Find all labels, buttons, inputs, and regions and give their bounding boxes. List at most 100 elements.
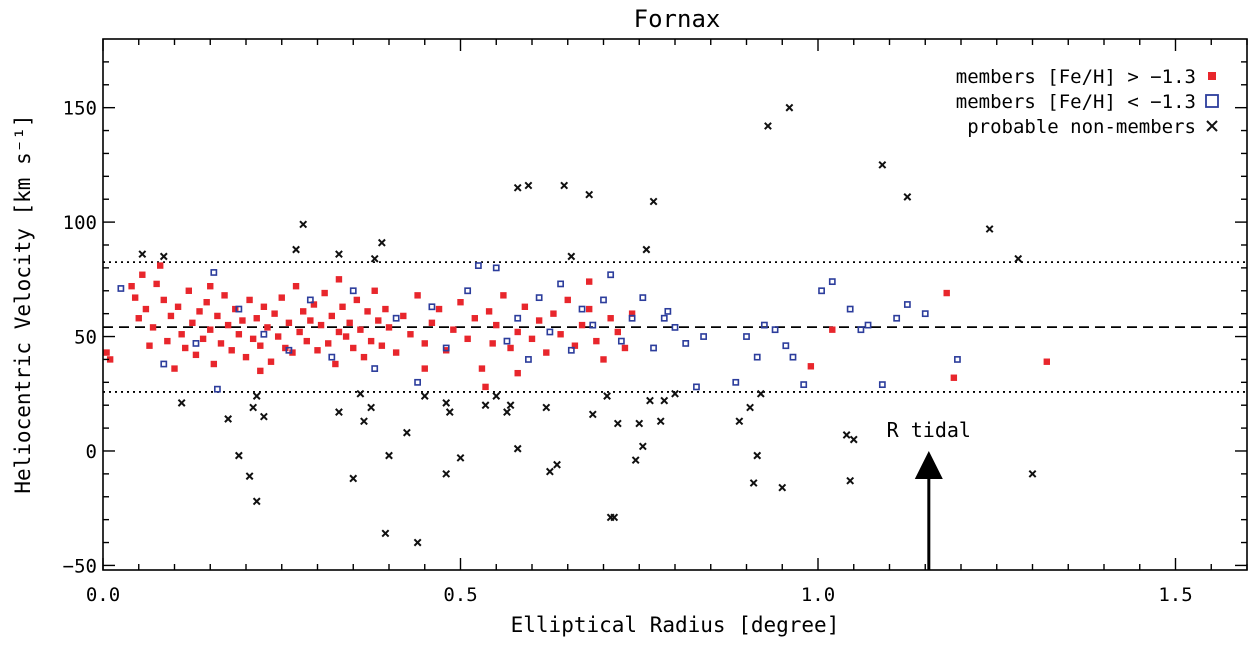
non-member-point (735, 417, 744, 426)
x-marker (503, 408, 511, 416)
non-member-point (524, 181, 533, 190)
member-metal-rich-point (271, 310, 278, 317)
non-member-point (778, 483, 787, 492)
member-metal-rich-point (174, 303, 182, 310)
member-metal-rich-point (228, 347, 235, 354)
member-metal-rich-point (157, 262, 164, 269)
x-tick-label: 0.0 (86, 584, 120, 606)
member-metal-poor-point (857, 326, 865, 334)
non-member-point (513, 444, 522, 453)
non-member-point (177, 399, 186, 407)
non-member-point (553, 460, 561, 469)
x-marker (420, 392, 429, 400)
x-marker (903, 193, 912, 201)
member-metal-poor-point (893, 314, 901, 322)
member-metal-rich-point (221, 292, 228, 299)
data-points (103, 103, 1050, 547)
y-tick-label: −50 (63, 555, 97, 577)
legend-label: members [Fe/H] > −1.3 (956, 66, 1196, 88)
non-member-point (903, 193, 912, 201)
non-member-point (635, 419, 644, 428)
non-member-point (377, 238, 386, 247)
x-marker (753, 451, 762, 460)
x-marker (785, 103, 794, 112)
member-metal-rich-point (189, 319, 196, 327)
x-marker (610, 513, 619, 522)
member-metal-rich-point (196, 308, 203, 315)
member-metal-rich-point (214, 312, 221, 320)
member-metal-rich-point (514, 369, 521, 377)
x-marker (613, 419, 622, 428)
member-metal-poor-point (771, 326, 779, 334)
member-metal-rich-point (414, 292, 421, 299)
member-metal-rich-point (364, 308, 371, 315)
x-marker (656, 417, 665, 426)
member-metal-poor-point (371, 365, 379, 372)
x-marker (764, 122, 772, 130)
x-marker (224, 415, 233, 423)
member-metal-poor-point (760, 321, 768, 329)
member-metal-rich-point (164, 337, 171, 345)
member-metal-rich-point (493, 321, 500, 329)
non-member-point (299, 220, 308, 229)
x-marker (1028, 469, 1037, 478)
non-member-point (588, 410, 597, 419)
member-metal-rich-point (586, 278, 593, 285)
non-member-point (785, 103, 794, 112)
non-member-point (613, 419, 622, 428)
non-member-point (878, 160, 887, 169)
member-metal-rich-point (267, 358, 275, 365)
non-member-point (660, 396, 669, 405)
member-metal-rich-point (325, 340, 332, 347)
member-metal-rich-point (385, 324, 393, 331)
member-metal-poor-point (464, 287, 472, 295)
member-metal-poor-point (660, 314, 668, 322)
non-member-point (849, 435, 858, 444)
member-metal-poor-point (214, 385, 221, 393)
x-marker (513, 183, 522, 192)
member-metal-rich-point (550, 310, 557, 317)
x-marker (756, 389, 765, 398)
x-tick-label: 1.5 (1158, 584, 1192, 606)
non-member-point (746, 403, 754, 412)
member-metal-rich-point (246, 296, 253, 304)
non-member-point (481, 401, 490, 410)
non-member-point (749, 479, 758, 487)
x-marker (603, 392, 611, 400)
non-member-point (513, 183, 522, 192)
member-metal-poor-point (235, 305, 243, 313)
member-metal-rich-point (182, 344, 189, 352)
member-metal-poor-point (160, 360, 168, 368)
x-marker (349, 474, 358, 483)
member-metal-rich-point (421, 365, 428, 372)
non-member-point (610, 513, 619, 522)
member-metal-poor-point (285, 346, 293, 354)
x-marker (234, 451, 243, 460)
member-metal-rich-point (303, 337, 310, 345)
member-metal-rich-point (607, 315, 614, 322)
y-axis-ticks: −50 0 50 100 150 (63, 61, 1247, 577)
member-metal-poor-point (442, 344, 450, 352)
member-metal-rich-point (242, 353, 250, 361)
x-marker (849, 435, 858, 444)
member-metal-rich-point (507, 344, 514, 352)
x-marker (138, 250, 147, 259)
non-member-point (356, 389, 365, 398)
member-metal-poor-point (260, 330, 268, 338)
member-metal-rich-point (535, 317, 543, 324)
member-metal-rich-point (450, 326, 457, 333)
member-metal-rich-point (282, 344, 289, 352)
member-metal-poor-point (800, 381, 808, 389)
member-metal-rich-point (199, 335, 207, 343)
x-marker (567, 252, 576, 261)
member-metal-poor-point (753, 353, 761, 361)
member-metal-poor-point (700, 333, 707, 340)
member-metal-rich-point (943, 289, 950, 297)
x-marker (631, 456, 640, 465)
member-metal-poor-point (732, 378, 740, 386)
member-metal-rich-point (478, 365, 486, 372)
legend-label: members [Fe/H] < −1.3 (956, 91, 1196, 113)
member-metal-rich-point (593, 337, 600, 345)
non-member-point (985, 225, 994, 233)
member-metal-rich-point (106, 356, 114, 363)
